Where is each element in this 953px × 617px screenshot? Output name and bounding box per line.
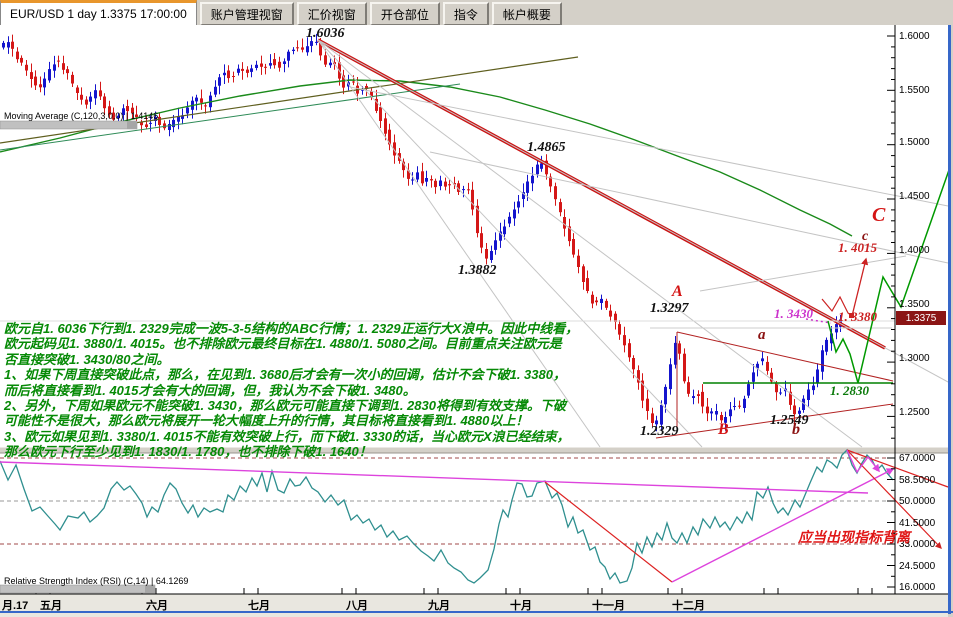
price-tick-1.3500: 1.3500: [899, 299, 930, 310]
price-tick-1.6000: 1.6000: [899, 31, 930, 42]
wave-label-B: B: [718, 421, 729, 438]
price-tick-1.4000: 1.4000: [899, 245, 930, 256]
tab-account-summary[interactable]: 帐户概要: [491, 2, 562, 25]
analysis-line-7: 可能性不是很大，那么欧元将展开一轮大幅度上升的行情，其目标将直接看到1. 488…: [4, 413, 529, 429]
analysis-commentary: 欧元自1. 6036下行到1. 2329完成一波5-3-5结构的ABC行情；1.…: [4, 321, 654, 460]
rsi-divergence-note: 应当出现指标背离: [798, 529, 910, 545]
analysis-line-2: 欧元起码见1. 3880/1. 4015。也不排除欧元最终目标在1. 4880/…: [4, 336, 562, 352]
analysis-line-8: 3、欧元如果见到1. 3380/1. 4015不能有效突破上行，而下破1. 33…: [4, 428, 570, 444]
label-resistance-1.3380: 1. 3380: [838, 309, 877, 324]
month-sep: 九月: [428, 600, 450, 612]
analysis-line-6: 2、另外，下周如果欧元不能突破1. 3430，那么欧元可能直接下调到1. 283…: [4, 398, 566, 414]
rsi-tick-24.5: 24.5000: [899, 561, 936, 572]
price-tick-1.4500: 1.4500: [899, 191, 930, 202]
price-tick-1.3000: 1.3000: [899, 353, 930, 364]
label-swing-high-1.6036: 1.6036: [306, 26, 345, 41]
month-dec: 十二月: [672, 600, 705, 612]
price-tick-1.5500: 1.5500: [899, 85, 930, 96]
label-major-low-1.2329: 1.2329: [640, 424, 679, 439]
analysis-line-5: 而后将直接看到1. 4015才会有大的回调，但，我认为不会下破1. 3480。: [4, 382, 416, 398]
chart-tab-bar: EUR/USD 1 day 1.3375 17:00:00 账户管理视窗 汇价视…: [0, 0, 953, 25]
label-resistance-1.3430: 1. 3430: [774, 306, 813, 321]
label-target-1.4015: 1. 4015: [838, 240, 877, 255]
month-apr17: 月.17: [2, 600, 29, 612]
tab-eurusd-chart[interactable]: EUR/USD 1 day 1.3375 17:00:00: [0, 0, 197, 25]
rsi-tick-16: 16.0000: [899, 582, 936, 593]
month-nov: 十一月: [592, 600, 625, 612]
rsi-tick-67: 67.0000: [899, 453, 936, 464]
analysis-line-1: 欧元自1. 6036下行到1. 2329完成一波5-3-5结构的ABC行情；1.…: [4, 321, 579, 336]
tab-quotes-window[interactable]: 汇价视窗: [296, 2, 367, 25]
label-support-1.2830: 1. 2830: [830, 383, 869, 398]
rsi-indicator-label: Relative Strength Index (RSI) (C,14) | 6…: [4, 576, 189, 586]
wave-label-b: b: [792, 421, 800, 438]
tab-account-management[interactable]: 账户管理视窗: [199, 2, 294, 25]
analysis-line-3: 否直接突破1. 3430/80之间。: [4, 351, 170, 367]
rsi-tick-33: 33.0000: [899, 539, 936, 550]
analysis-line-9: 那么欧元下行至少见到1. 1830/1. 1780，也不排除下破1. 1640！: [4, 444, 372, 460]
wave-label-a: a: [758, 327, 766, 343]
rsi-tick-58.5: 58.5000: [899, 475, 936, 486]
wave-label-A: A: [672, 283, 683, 300]
wave-label-C: C: [872, 204, 886, 226]
rsi-tick-41.5: 41.5000: [899, 518, 936, 529]
label-waveA-1.3297: 1.3297: [650, 301, 689, 316]
analysis-line-4: 1、如果下周直接突破此点，那么，在见到1. 3680后才会有一次小的回调，估计不…: [4, 367, 566, 383]
price-tick-1.5000: 1.5000: [899, 137, 930, 148]
month-aug: 八月: [346, 600, 368, 612]
month-may: 五月: [40, 600, 62, 612]
tab-open-positions[interactable]: 开仓部位: [369, 2, 440, 25]
month-oct: 十月: [510, 600, 532, 612]
current-price-tag: 1.3375: [896, 311, 946, 325]
label-low-1.3882: 1.3882: [458, 263, 497, 278]
label-lower-high-1.4865: 1.4865: [527, 140, 566, 155]
rsi-tick-50: 50.0000: [899, 496, 936, 507]
label-waveb-1.2549: 1.2549: [770, 413, 809, 428]
month-jun: 六月: [146, 600, 168, 612]
month-jul: 七月: [248, 600, 270, 612]
wave-label-c: c: [862, 229, 869, 244]
ma-indicator-label: Moving Average (C,120,3,0,0) | 1.4146: [4, 111, 159, 121]
window-bottom-border: [0, 611, 953, 613]
tab-orders[interactable]: 指令: [442, 2, 489, 25]
window-right-border: [948, 25, 951, 614]
price-tick-1.2500: 1.2500: [899, 407, 930, 418]
